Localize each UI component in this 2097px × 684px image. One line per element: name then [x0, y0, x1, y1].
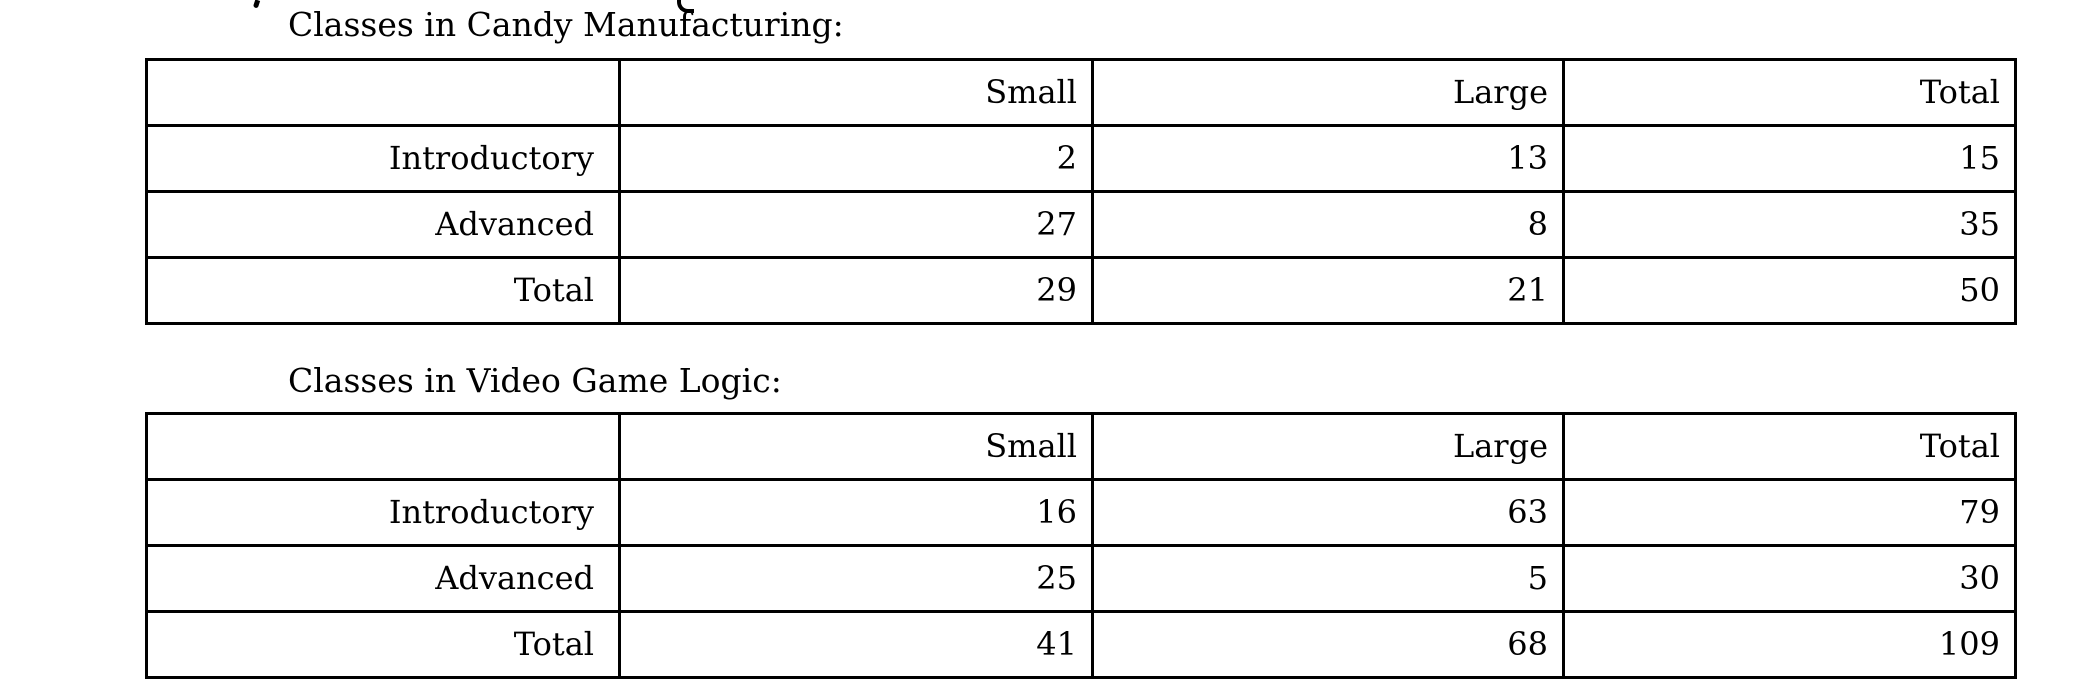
col-header-total: Total: [1562, 58, 2017, 127]
clipped-glyph-artifact: [252, 0, 261, 9]
cell-video-total-large: 68: [1091, 610, 1565, 679]
cell-video-advanced-large: 5: [1091, 544, 1565, 613]
cell-candy-advanced-total: 35: [1562, 190, 2017, 259]
col-header-total: Total: [1562, 412, 2017, 481]
candy-manufacturing-title: Classes in Candy Manufacturing:: [288, 5, 844, 44]
cell-candy-introductory-total: 15: [1562, 124, 2017, 193]
cell-candy-introductory-large: 13: [1091, 124, 1565, 193]
cell-video-introductory-small: 16: [618, 478, 1094, 547]
table-row-introductory: Introductory 16 63 79: [145, 478, 2017, 547]
row-label-total: Total: [145, 256, 621, 325]
clipped-glyph-artifact: [677, 0, 694, 13]
corner-cell: [145, 412, 621, 481]
cell-candy-advanced-large: 8: [1091, 190, 1565, 259]
col-header-large: Large: [1091, 58, 1565, 127]
corner-cell: [145, 58, 621, 127]
header-row: Small Large Total: [145, 412, 2017, 481]
cell-video-advanced-small: 25: [618, 544, 1094, 613]
table-row-total: Total 29 21 50: [145, 256, 2017, 325]
cell-candy-total-large: 21: [1091, 256, 1565, 325]
col-header-small: Small: [618, 58, 1094, 127]
row-label-total: Total: [145, 610, 621, 679]
cell-candy-total-total: 50: [1562, 256, 2017, 325]
table-row-advanced: Advanced 27 8 35: [145, 190, 2017, 259]
header-row: Small Large Total: [145, 58, 2017, 127]
cell-video-total-total: 109: [1562, 610, 2017, 679]
col-header-large: Large: [1091, 412, 1565, 481]
table-row-advanced: Advanced 25 5 30: [145, 544, 2017, 613]
col-header-small: Small: [618, 412, 1094, 481]
candy-manufacturing-table: Small Large Total Introductory 2 13 15 A…: [145, 58, 2017, 325]
cell-candy-advanced-small: 27: [618, 190, 1094, 259]
table-row-introductory: Introductory 2 13 15: [145, 124, 2017, 193]
cell-video-total-small: 41: [618, 610, 1094, 679]
video-game-logic-table: Small Large Total Introductory 16 63 79 …: [145, 412, 2017, 679]
cell-candy-introductory-small: 2: [618, 124, 1094, 193]
video-game-logic-title: Classes in Video Game Logic:: [288, 361, 782, 400]
cell-video-advanced-total: 30: [1562, 544, 2017, 613]
row-label-advanced: Advanced: [145, 544, 621, 613]
row-label-advanced: Advanced: [145, 190, 621, 259]
cell-video-introductory-total: 79: [1562, 478, 2017, 547]
cell-candy-total-small: 29: [618, 256, 1094, 325]
row-label-introductory: Introductory: [145, 124, 621, 193]
table-row-total: Total 41 68 109: [145, 610, 2017, 679]
cell-video-introductory-large: 63: [1091, 478, 1565, 547]
row-label-introductory: Introductory: [145, 478, 621, 547]
